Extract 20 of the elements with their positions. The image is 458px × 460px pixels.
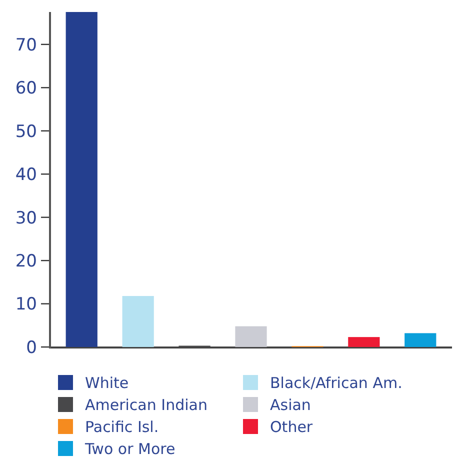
bar bbox=[348, 337, 380, 347]
y-tick-label: 20 bbox=[15, 252, 37, 272]
legend-label: Asian bbox=[270, 396, 311, 414]
y-tick-label: 60 bbox=[15, 78, 37, 99]
legend-label: Other bbox=[270, 418, 314, 436]
bar bbox=[235, 326, 267, 347]
y-tick-label: 30 bbox=[15, 208, 37, 228]
y-tick-label: 50 bbox=[15, 122, 37, 142]
bar bbox=[122, 296, 154, 347]
y-tick-label: 70 bbox=[15, 35, 37, 56]
legend-label: Pacific Isl. bbox=[85, 418, 159, 436]
legend-label: Black/African Am. bbox=[270, 374, 402, 392]
legend-label: Two or More bbox=[84, 440, 176, 458]
y-tick-label: 0 bbox=[26, 338, 37, 358]
legend-label: White bbox=[85, 374, 129, 392]
y-tick-label: 10 bbox=[15, 294, 37, 315]
bar bbox=[66, 12, 98, 347]
bar bbox=[404, 333, 436, 347]
y-tick-label: 40 bbox=[15, 165, 37, 186]
legend-label: American Indian bbox=[85, 396, 208, 414]
